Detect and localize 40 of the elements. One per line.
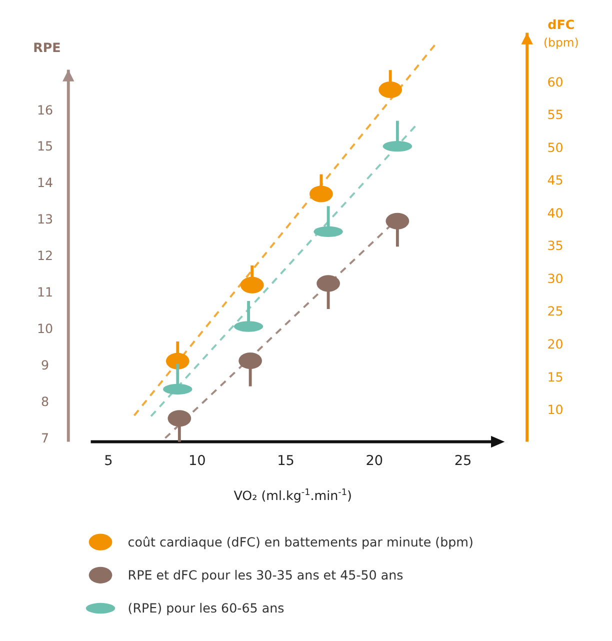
x-axis-title: VO₂ (ml.kg$^{-1}$.min$^{-1}$)	[234, 488, 352, 504]
y-tick-label: 8	[40, 394, 50, 410]
y2-tick-label: 45	[547, 172, 564, 188]
y-tick-label: 11	[36, 284, 54, 300]
y-tick-label: 16	[36, 102, 54, 118]
y2-tick-label: 30	[547, 270, 564, 286]
x-tick-label: 20	[366, 453, 384, 470]
y2-tick-label: 55	[547, 107, 564, 122]
y-axis-title: RPE	[33, 40, 61, 56]
point	[378, 81, 402, 98]
y-tick-label: 14	[36, 175, 54, 190]
point	[240, 276, 264, 294]
y2-axis-title: dFC (bpm)	[544, 16, 579, 50]
y2-tick-label: 10	[547, 402, 564, 418]
y-tick-label: 15	[36, 138, 54, 154]
legend-label: (RPE) pour les 60-65 ans	[128, 600, 284, 616]
x-tick-label: 5	[104, 453, 113, 470]
y2-tick-label: 20	[547, 336, 564, 352]
point	[310, 186, 333, 202]
point	[386, 212, 410, 230]
y2-tick-label: 60	[547, 74, 564, 90]
y2-tick-label: 15	[547, 369, 564, 384]
y-tick-label: 10	[36, 321, 54, 336]
y2-tick-label: 35	[547, 238, 564, 254]
point	[166, 352, 190, 370]
y-tick-label: 7	[40, 430, 50, 446]
y2-tick-label: 25	[547, 304, 564, 319]
y-tick-label: 13	[36, 212, 54, 227]
point	[168, 410, 192, 427]
x-tick-label: 10	[188, 453, 206, 470]
y2-tick-label: 50	[547, 140, 564, 155]
x-tick-label: 25	[454, 453, 472, 470]
y-tick-label: 12	[36, 248, 54, 264]
y-tick-label: 9	[40, 358, 50, 373]
point	[316, 275, 340, 292]
legend-label: RPE et dFC pour les 30-35 ans et 45-50 ans	[128, 568, 404, 583]
x-tick-label: 15	[277, 453, 294, 470]
y2-tick-label: 40	[547, 205, 564, 220]
legend-label: coût cardiaque (dFC) en battements par minute (bpm)	[128, 534, 474, 550]
point	[238, 352, 262, 370]
